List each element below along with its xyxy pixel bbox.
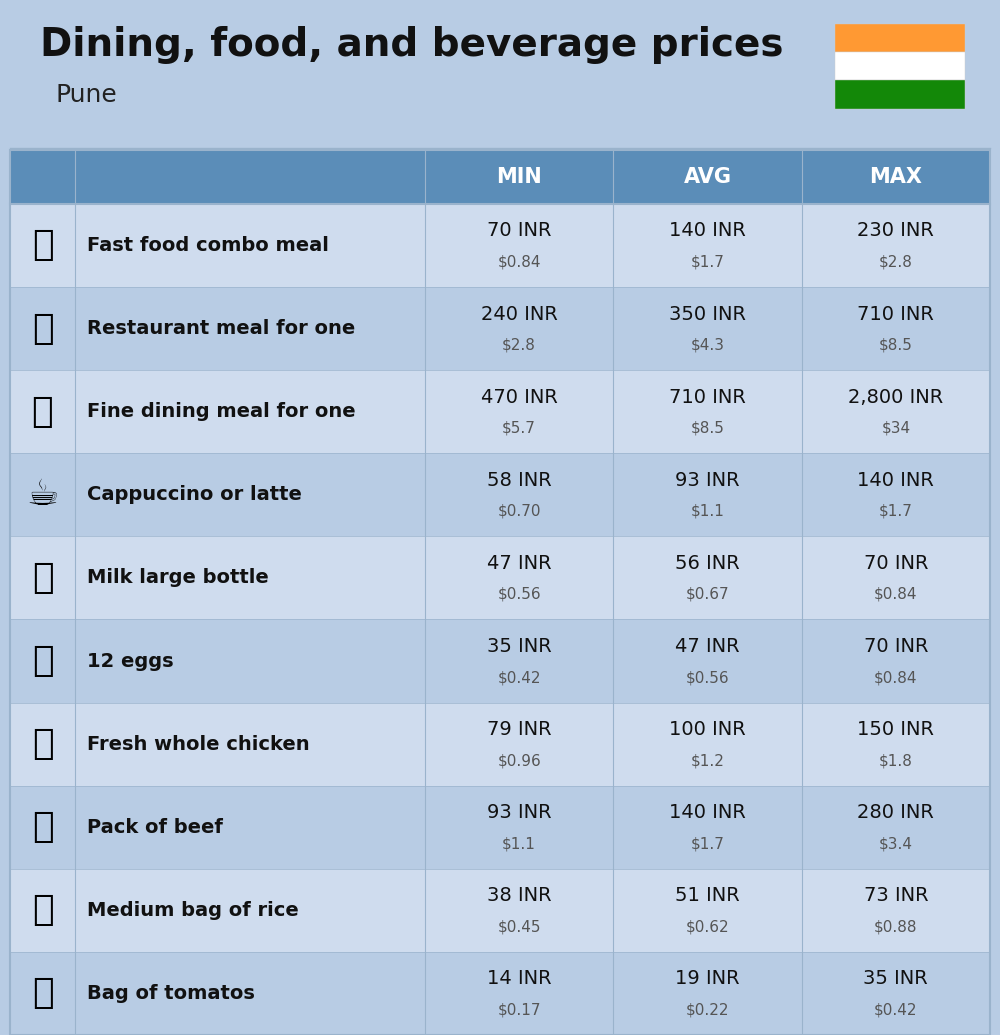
Text: $2.8: $2.8 (502, 337, 536, 353)
Text: Pune: Pune (55, 83, 117, 107)
Text: $0.62: $0.62 (686, 919, 729, 935)
Text: 79 INR: 79 INR (487, 720, 551, 739)
Text: 280 INR: 280 INR (857, 803, 934, 822)
Text: 710 INR: 710 INR (857, 304, 934, 324)
Text: $5.7: $5.7 (502, 421, 536, 436)
Text: Cappuccino or latte: Cappuccino or latte (87, 485, 302, 504)
Text: 70 INR: 70 INR (864, 637, 928, 656)
Text: $0.84: $0.84 (874, 587, 918, 602)
Text: Fresh whole chicken: Fresh whole chicken (87, 735, 310, 753)
Text: 🥛: 🥛 (32, 561, 53, 595)
Text: 140 INR: 140 INR (669, 803, 746, 822)
Text: $0.96: $0.96 (497, 753, 541, 768)
Text: $8.5: $8.5 (691, 421, 724, 436)
Text: Fast food combo meal: Fast food combo meal (87, 236, 329, 255)
Text: $1.7: $1.7 (691, 836, 724, 851)
Text: 🍅: 🍅 (32, 976, 53, 1010)
Text: $1.8: $1.8 (879, 753, 913, 768)
Text: $0.88: $0.88 (874, 919, 918, 935)
Text: 35 INR: 35 INR (863, 970, 928, 988)
Text: 140 INR: 140 INR (669, 221, 746, 240)
Text: $4.3: $4.3 (690, 337, 724, 353)
Text: 47 INR: 47 INR (675, 637, 740, 656)
Text: 51 INR: 51 INR (675, 886, 740, 906)
Text: Milk large bottle: Milk large bottle (87, 568, 269, 588)
Text: Restaurant meal for one: Restaurant meal for one (87, 319, 355, 338)
Text: 🐔: 🐔 (32, 728, 53, 761)
Text: $0.56: $0.56 (686, 670, 729, 685)
Text: 2,800 INR: 2,800 INR (848, 388, 943, 407)
Text: $0.70: $0.70 (497, 504, 541, 519)
Text: 350 INR: 350 INR (669, 304, 746, 324)
Text: Medium bag of rice: Medium bag of rice (87, 900, 299, 920)
Text: Fine dining meal for one: Fine dining meal for one (87, 403, 356, 421)
Text: $8.5: $8.5 (879, 337, 913, 353)
Text: 🥩: 🥩 (32, 810, 53, 845)
Text: 🍳: 🍳 (32, 312, 53, 346)
Text: 56 INR: 56 INR (675, 554, 740, 573)
Text: 150 INR: 150 INR (857, 720, 934, 739)
Text: AVG: AVG (684, 167, 732, 187)
Text: $2.8: $2.8 (879, 255, 913, 269)
Text: 73 INR: 73 INR (864, 886, 928, 906)
Text: 140 INR: 140 INR (857, 471, 934, 490)
Text: 14 INR: 14 INR (487, 970, 551, 988)
Text: 70 INR: 70 INR (864, 554, 928, 573)
Text: 47 INR: 47 INR (487, 554, 551, 573)
Text: $1.2: $1.2 (691, 753, 724, 768)
Text: 230 INR: 230 INR (857, 221, 934, 240)
Text: 70 INR: 70 INR (487, 221, 551, 240)
Text: ☕: ☕ (26, 478, 59, 511)
Text: $1.1: $1.1 (502, 836, 536, 851)
Text: 100 INR: 100 INR (669, 720, 746, 739)
Text: $0.22: $0.22 (686, 1003, 729, 1017)
Text: 38 INR: 38 INR (487, 886, 551, 906)
Text: $0.84: $0.84 (497, 255, 541, 269)
Text: $1.7: $1.7 (691, 255, 724, 269)
Text: $0.67: $0.67 (686, 587, 729, 602)
Text: Pack of beef: Pack of beef (87, 818, 223, 836)
Text: $34: $34 (881, 421, 910, 436)
Text: Dining, food, and beverage prices: Dining, food, and beverage prices (40, 26, 784, 64)
Text: $0.84: $0.84 (874, 670, 918, 685)
Text: $0.56: $0.56 (497, 587, 541, 602)
Text: $1.7: $1.7 (879, 504, 913, 519)
Text: 240 INR: 240 INR (481, 304, 558, 324)
Text: $0.42: $0.42 (497, 670, 541, 685)
Text: 🥚: 🥚 (32, 644, 53, 678)
Text: Bag of tomatos: Bag of tomatos (87, 984, 255, 1003)
Text: 35 INR: 35 INR (487, 637, 552, 656)
Text: $1.1: $1.1 (691, 504, 724, 519)
Text: 93 INR: 93 INR (487, 803, 551, 822)
Text: 🍔: 🍔 (32, 229, 53, 263)
Text: $0.42: $0.42 (874, 1003, 918, 1017)
Circle shape (897, 64, 903, 68)
Text: 🍚: 🍚 (32, 893, 53, 927)
Text: 19 INR: 19 INR (675, 970, 740, 988)
Text: $0.45: $0.45 (497, 919, 541, 935)
Text: $0.17: $0.17 (497, 1003, 541, 1017)
Text: MIN: MIN (496, 167, 542, 187)
Text: MAX: MAX (869, 167, 922, 187)
Text: 710 INR: 710 INR (669, 388, 746, 407)
Text: 🍽️: 🍽️ (32, 394, 53, 428)
Text: 93 INR: 93 INR (675, 471, 740, 490)
Text: 470 INR: 470 INR (481, 388, 558, 407)
Text: 12 eggs: 12 eggs (87, 651, 174, 671)
Text: 58 INR: 58 INR (487, 471, 552, 490)
Text: $3.4: $3.4 (879, 836, 913, 851)
